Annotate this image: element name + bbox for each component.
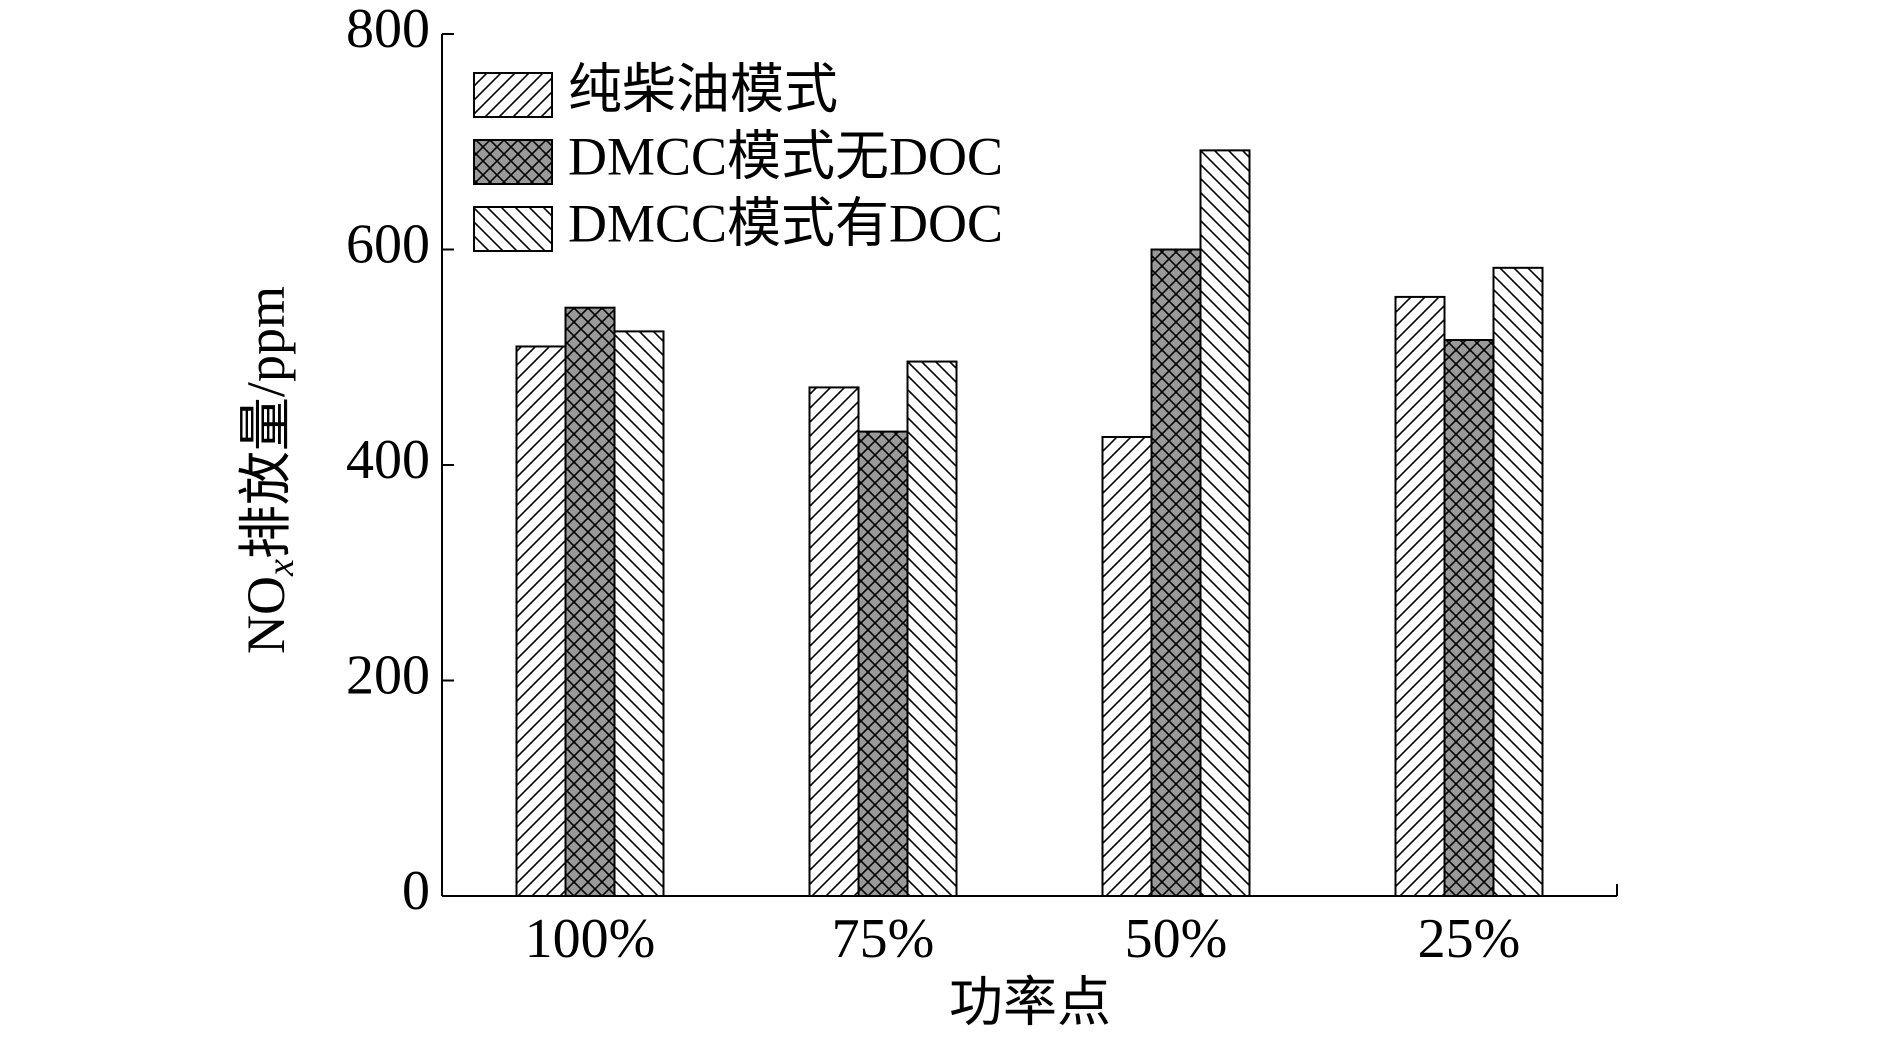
legend-label: DMCC模式有DOC <box>568 193 1003 253</box>
bar <box>613 330 665 897</box>
x-tick-label: 100% <box>525 908 656 970</box>
y-axis-label-subscript: x <box>260 559 302 577</box>
y-tick-label: 0 <box>402 860 430 922</box>
x-tick-label: 25% <box>1418 908 1521 970</box>
bar <box>1150 248 1202 897</box>
y-tick-label: 200 <box>346 644 430 706</box>
x-tick-label: 75% <box>832 908 935 970</box>
bar <box>1443 339 1495 897</box>
legend-swatch <box>473 206 553 252</box>
x-axis-label: 功率点 <box>949 972 1111 1032</box>
y-axis-label-part: 排放量/ppm <box>236 286 296 559</box>
bar <box>1199 149 1251 897</box>
legend-swatch <box>473 139 553 185</box>
legend-label: DMCC模式无DOC <box>568 126 1003 186</box>
bar <box>857 430 909 897</box>
bar <box>906 360 958 897</box>
bar <box>1101 435 1153 897</box>
legend-label: 纯柴油模式 <box>568 59 838 119</box>
y-axis-label-part: NO <box>236 576 296 654</box>
bar <box>564 306 616 897</box>
y-axis-label: NOx排放量/ppm <box>236 286 301 654</box>
bar <box>515 345 567 898</box>
y-tick-label: 600 <box>346 213 430 275</box>
legend-swatch <box>473 72 553 118</box>
y-tick-label: 800 <box>346 0 430 60</box>
bar <box>808 386 860 897</box>
bar <box>1492 266 1544 897</box>
y-tick-label: 400 <box>346 429 430 491</box>
bar <box>1394 295 1446 898</box>
x-tick-label: 50% <box>1125 908 1228 970</box>
